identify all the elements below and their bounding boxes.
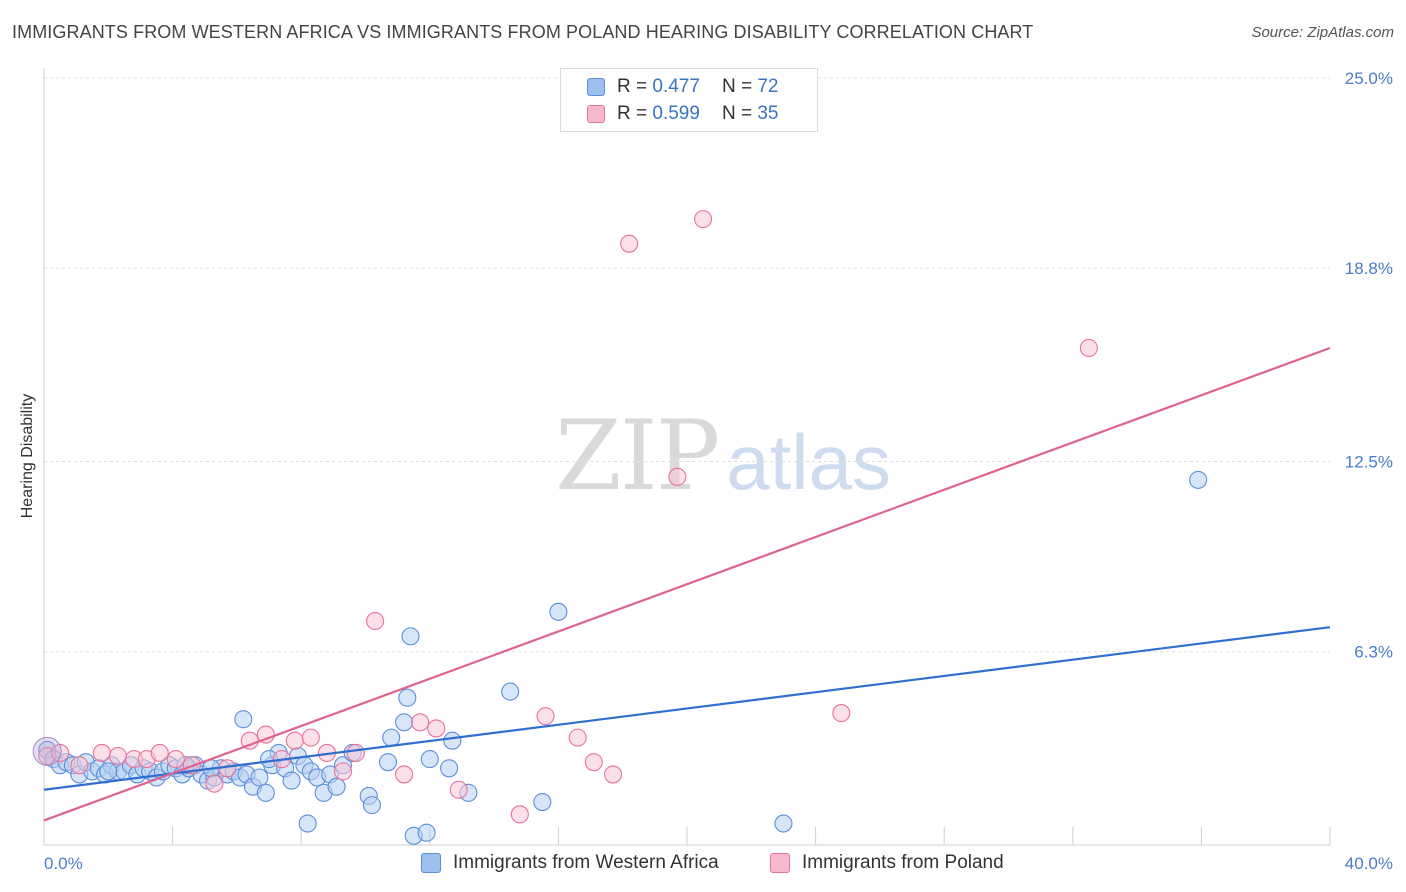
point-poland (449, 780, 468, 799)
point-cluster (32, 736, 62, 766)
legend-row-western-africa: R = 0.477 N = 72 (587, 75, 778, 99)
trendline-poland (43, 346, 1331, 822)
watermark-zip: ZIP (555, 400, 720, 512)
point-western-africa (395, 713, 414, 732)
y-tick-label: 6.3% (1354, 643, 1393, 662)
series-legend-western-africa: Immigrants from Western Africa (421, 852, 719, 874)
legend-n-value: 35 (757, 103, 779, 124)
point-poland (604, 765, 623, 784)
y-tick-label: 18.8% (1345, 259, 1393, 278)
point-western-africa (417, 823, 436, 842)
point-western-africa (420, 750, 439, 769)
series-legend: Immigrants from Western Africa Immigrant… (0, 852, 1406, 876)
point-western-africa (401, 627, 420, 646)
watermark: ZIP atlas (555, 400, 891, 512)
series-name-poland: Immigrants from Poland (802, 852, 1004, 873)
point-poland (694, 210, 713, 229)
point-poland (333, 762, 353, 781)
point-poland (832, 704, 851, 723)
point-poland (285, 731, 304, 750)
point-poland (301, 728, 320, 747)
point-poland (205, 774, 224, 793)
legend-r-label: R = (617, 76, 648, 97)
trendline-western-africa (43, 626, 1331, 791)
point-western-africa (327, 777, 346, 796)
legend-swatch-western-africa (587, 78, 605, 96)
chart-title: IMMIGRANTS FROM WESTERN AFRICA VS IMMIGR… (12, 22, 1034, 42)
point-poland (510, 805, 529, 824)
point-western-africa (234, 710, 253, 729)
series-swatch-western-africa (421, 853, 441, 873)
point-poland (150, 743, 169, 763)
x-tick-label: 0.0% (44, 854, 83, 873)
y-axis-label: Hearing Disability (19, 393, 36, 519)
point-poland (51, 743, 70, 763)
point-western-africa (774, 814, 793, 833)
point-western-africa (250, 768, 269, 787)
point-poland (166, 750, 185, 769)
point-poland (1079, 338, 1098, 358)
y-tick-label: 25.0% (1345, 69, 1393, 88)
point-western-africa (298, 814, 317, 833)
x-tick-label: 40.0% (1345, 854, 1393, 873)
point-poland (70, 756, 89, 775)
point-poland (668, 467, 687, 486)
point-western-africa (443, 731, 462, 750)
point-western-africa (533, 792, 552, 812)
series-swatch-poland (770, 853, 790, 873)
point-western-africa (1189, 470, 1208, 489)
point-western-africa (99, 762, 118, 781)
legend-n-value: 72 (757, 76, 779, 97)
legend-r-value: 0.599 (652, 103, 700, 124)
point-poland (395, 765, 414, 784)
source-label: Source: ZipAtlas.com (1251, 24, 1394, 41)
point-poland (411, 713, 430, 732)
point-poland (256, 725, 275, 744)
legend-swatch-poland (587, 105, 605, 123)
series-name-western-africa: Immigrants from Western Africa (453, 852, 719, 873)
point-western-africa (440, 759, 459, 778)
point-poland (92, 743, 111, 763)
legend-n-label: N = (721, 103, 753, 124)
legend-r-label: R = (617, 103, 648, 124)
point-poland (584, 753, 603, 772)
point-poland (366, 611, 385, 631)
point-poland (568, 728, 587, 747)
series-legend-poland: Immigrants from Poland (770, 852, 1004, 874)
point-poland (536, 707, 555, 726)
point-western-africa (501, 682, 520, 701)
point-western-africa (549, 602, 568, 621)
legend: R = 0.477 N = 72 R = 0.599 N = 35 (560, 68, 818, 132)
point-western-africa (382, 728, 401, 747)
legend-r-value: 0.477 (652, 76, 700, 97)
point-western-africa (282, 771, 301, 790)
point-western-africa (256, 783, 275, 802)
point-western-africa (398, 688, 417, 707)
point-poland (620, 234, 639, 253)
point-western-africa (378, 753, 398, 772)
legend-n-label: N = (721, 76, 753, 97)
point-western-africa (362, 796, 381, 815)
legend-row-poland: R = 0.599 N = 35 (587, 102, 778, 126)
y-tick-label: 12.5% (1345, 453, 1393, 472)
point-poland (427, 719, 446, 738)
point-poland (108, 746, 127, 766)
point-poland (346, 743, 365, 763)
